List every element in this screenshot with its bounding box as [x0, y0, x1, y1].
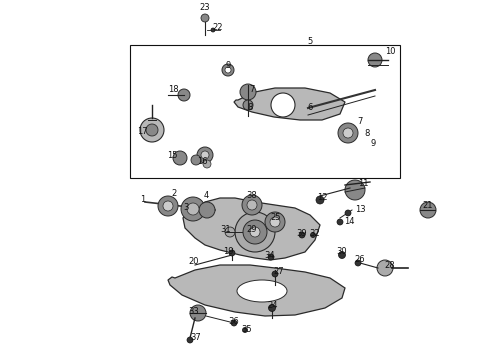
Circle shape	[268, 254, 274, 260]
Text: 35: 35	[242, 325, 252, 334]
Circle shape	[355, 260, 361, 266]
Circle shape	[190, 305, 206, 321]
Bar	[130, 45, 400, 178]
Text: 26: 26	[355, 256, 366, 265]
Text: 5: 5	[307, 37, 313, 46]
Polygon shape	[234, 88, 345, 120]
Circle shape	[197, 147, 213, 163]
Text: 9: 9	[370, 139, 376, 148]
Circle shape	[191, 155, 201, 165]
Circle shape	[201, 151, 209, 159]
Text: 30: 30	[337, 248, 347, 256]
Circle shape	[203, 160, 211, 168]
Circle shape	[187, 203, 199, 215]
Polygon shape	[183, 198, 320, 260]
Circle shape	[181, 197, 205, 221]
Circle shape	[271, 93, 295, 117]
Text: 8: 8	[247, 104, 253, 112]
Text: 7: 7	[249, 85, 255, 94]
Text: 22: 22	[213, 23, 223, 32]
Text: 31: 31	[220, 225, 231, 234]
Circle shape	[343, 128, 353, 138]
Circle shape	[243, 220, 267, 244]
Circle shape	[316, 196, 324, 204]
Text: 13: 13	[355, 204, 366, 213]
Circle shape	[146, 124, 158, 136]
Circle shape	[337, 219, 343, 225]
Text: 32: 32	[310, 229, 320, 238]
Circle shape	[240, 84, 256, 100]
Circle shape	[229, 250, 235, 256]
Text: 4: 4	[203, 190, 209, 199]
Circle shape	[269, 305, 275, 311]
Circle shape	[158, 196, 178, 216]
Text: 29: 29	[247, 225, 257, 234]
Circle shape	[225, 227, 235, 237]
Circle shape	[345, 210, 351, 216]
Circle shape	[299, 232, 305, 238]
Circle shape	[243, 100, 253, 110]
Text: 25: 25	[271, 213, 281, 222]
Text: 28: 28	[385, 261, 395, 270]
Text: 2: 2	[172, 189, 176, 198]
Text: 1: 1	[140, 195, 146, 204]
Text: 9: 9	[225, 62, 231, 71]
Circle shape	[265, 212, 285, 232]
Circle shape	[311, 233, 316, 238]
Text: 38: 38	[246, 190, 257, 199]
Circle shape	[377, 260, 393, 276]
Text: 10: 10	[385, 48, 395, 57]
Circle shape	[173, 151, 187, 165]
Text: 33: 33	[189, 306, 199, 315]
Circle shape	[222, 64, 234, 76]
Circle shape	[231, 320, 237, 326]
Text: 17: 17	[137, 127, 147, 136]
Circle shape	[247, 200, 257, 210]
Text: 34: 34	[265, 251, 275, 260]
Circle shape	[211, 28, 215, 32]
Text: 21: 21	[423, 201, 433, 210]
Circle shape	[368, 53, 382, 67]
Circle shape	[420, 202, 436, 218]
Ellipse shape	[237, 280, 287, 302]
Circle shape	[225, 67, 231, 73]
Text: 8: 8	[364, 129, 369, 138]
Text: 3: 3	[183, 203, 189, 212]
Circle shape	[243, 328, 247, 333]
Text: 6: 6	[307, 104, 313, 112]
Circle shape	[345, 180, 365, 200]
Text: 24: 24	[268, 302, 278, 310]
Circle shape	[178, 89, 190, 101]
Text: 27: 27	[274, 267, 284, 276]
Text: 18: 18	[168, 85, 178, 94]
Polygon shape	[168, 265, 345, 316]
Text: 14: 14	[344, 216, 354, 225]
Circle shape	[199, 202, 215, 218]
Circle shape	[163, 201, 173, 211]
Circle shape	[250, 227, 260, 237]
Circle shape	[201, 14, 209, 22]
Text: 15: 15	[167, 152, 177, 161]
Text: 37: 37	[191, 333, 201, 342]
Circle shape	[140, 118, 164, 142]
Text: 7: 7	[357, 117, 363, 126]
Text: 36: 36	[229, 316, 240, 325]
Text: 20: 20	[189, 257, 199, 266]
Circle shape	[187, 337, 193, 343]
Text: 12: 12	[317, 193, 327, 202]
Text: 19: 19	[223, 247, 233, 256]
Circle shape	[270, 217, 280, 227]
Text: 39: 39	[296, 229, 307, 238]
Circle shape	[272, 271, 278, 277]
Circle shape	[247, 226, 259, 238]
Text: 16: 16	[196, 157, 207, 166]
Circle shape	[242, 195, 262, 215]
Circle shape	[338, 123, 358, 143]
Circle shape	[235, 212, 275, 252]
Text: 11: 11	[358, 180, 368, 189]
Circle shape	[339, 252, 345, 258]
Text: 23: 23	[200, 4, 210, 13]
